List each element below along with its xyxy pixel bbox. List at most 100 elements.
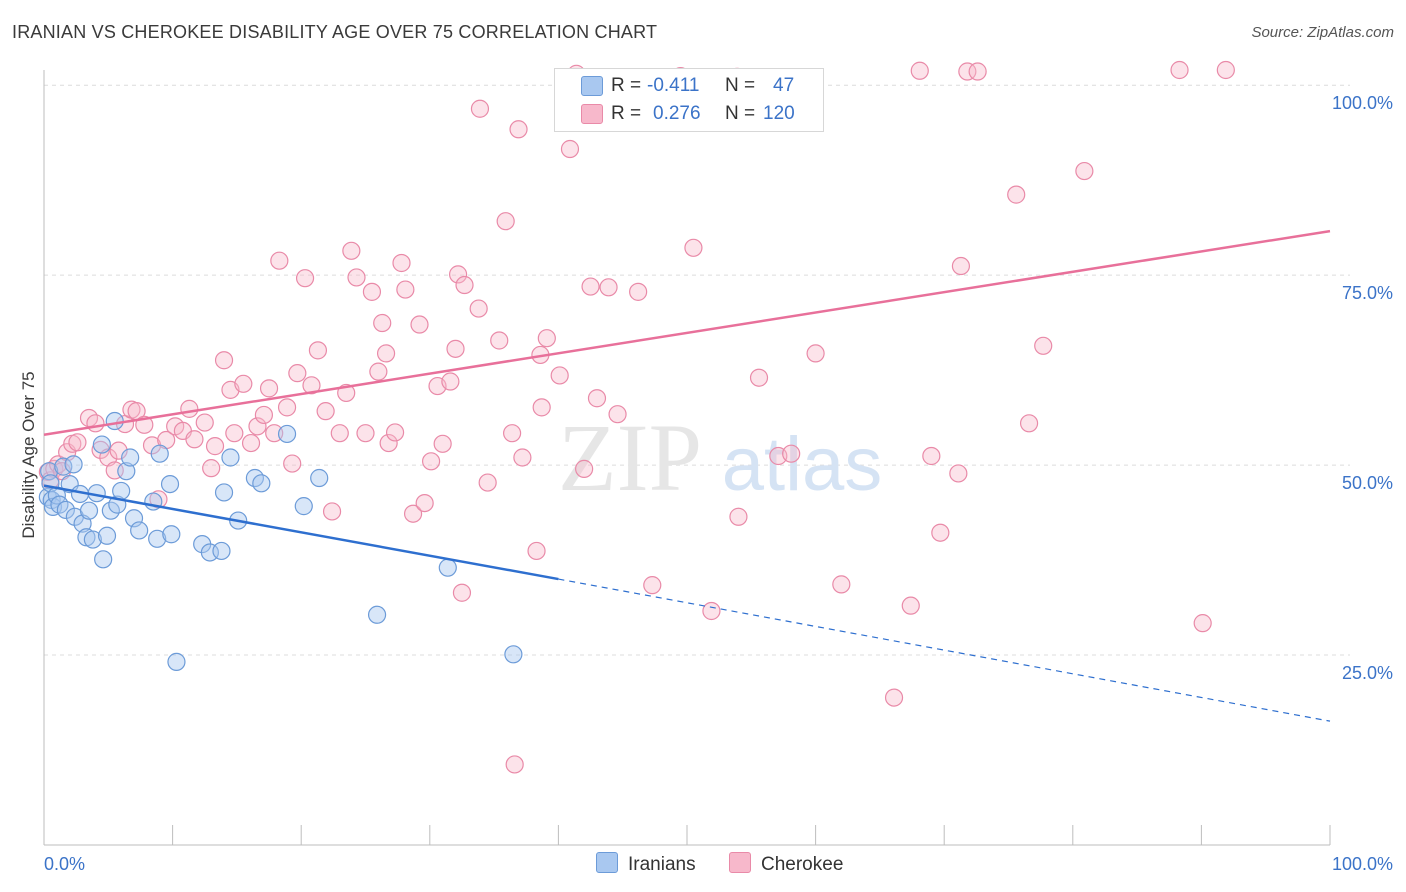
watermark: ZIP atlas (558, 404, 882, 511)
cherokee-point (342, 241, 361, 260)
cherokee-point (469, 299, 488, 318)
bottom-legend-iranians: Iranians (596, 852, 696, 876)
cherokee-point (599, 278, 618, 297)
cherokee-point (265, 424, 284, 443)
watermark-atlas: atlas (722, 422, 883, 507)
legend-swatch-iranians (581, 76, 603, 96)
legend-swatch-cherokee (581, 104, 603, 124)
cherokee-point (496, 212, 515, 231)
bottom-legend-cherokee-label: Cherokee (761, 854, 844, 875)
cherokee-point (1007, 185, 1026, 204)
cherokee-point (225, 424, 244, 443)
cherokee-point (379, 433, 398, 453)
cherokee-point (806, 344, 825, 363)
iranians-point (310, 468, 329, 488)
legend-r-value: 0.276 (653, 103, 701, 124)
bottom-swatch-cherokee (729, 852, 751, 873)
cherokee-point (702, 601, 721, 621)
cherokee-point (478, 473, 497, 492)
iranians-point (105, 411, 124, 431)
cherokee-point (356, 424, 375, 443)
iranians-point (504, 645, 523, 664)
bottom-legend-iranians-label: Iranians (628, 854, 696, 875)
iranians-point (64, 455, 83, 474)
grid-lines (44, 84, 1350, 656)
cherokee-point (283, 454, 302, 473)
cherokee-point (958, 62, 977, 81)
cherokee-point (550, 366, 569, 385)
cherokee-point (901, 596, 920, 615)
cherokee-point (832, 575, 851, 594)
legend-n-label: N = (725, 103, 756, 124)
cherokee-point (270, 251, 289, 270)
iranians-point (277, 424, 297, 444)
cherokee-point (490, 331, 509, 350)
cherokee-point (316, 402, 335, 421)
y-tick-label: 75.0% (1342, 283, 1393, 303)
cherokee-point (214, 351, 234, 370)
cherokee-point (385, 423, 405, 442)
cherokee-point (629, 282, 648, 301)
iranians-point (92, 435, 111, 454)
chart-title: IRANIAN VS CHEROKEE DISABILITY AGE OVER … (12, 22, 658, 42)
cherokee-point (259, 379, 279, 398)
watermark-zip: ZIP (558, 404, 702, 511)
cherokee-point (884, 688, 904, 707)
cherokee-point (581, 277, 600, 296)
iranians-point (56, 500, 75, 520)
iranians-points (38, 411, 523, 671)
iranians-trend-extrapolation (558, 578, 1331, 722)
iranians-trend-line (43, 484, 559, 581)
cherokee-point (322, 502, 342, 521)
cherokee-point (433, 434, 452, 453)
iranians-point (214, 483, 234, 502)
cherokee-point (392, 253, 411, 273)
cherokee-point (951, 256, 971, 276)
cherokee-point (403, 504, 423, 523)
cherokee-point (1216, 60, 1235, 80)
cherokee-point (421, 452, 441, 471)
cherokee-point (205, 437, 225, 456)
cherokee-point (503, 424, 522, 443)
cherokee-point (537, 329, 556, 348)
cherokee-point (277, 398, 297, 417)
iranians-point (79, 501, 99, 520)
trend-lines (43, 229, 1331, 722)
cherokee-point (587, 389, 607, 408)
cherokee-point (749, 368, 769, 387)
cherokee-point (446, 339, 465, 358)
cherokee-point (560, 139, 580, 159)
cherokee-point (575, 459, 594, 478)
cherokee-point (396, 280, 415, 299)
cherokee-point (234, 374, 253, 393)
cherokee-point (922, 446, 941, 466)
legend-n-value: 120 (763, 103, 795, 124)
y-tick-label: 50.0% (1342, 473, 1393, 493)
cherokee-point (369, 362, 388, 381)
cherokee-point (910, 61, 929, 80)
legend-n-value: 47 (773, 75, 795, 96)
iranians-point (162, 525, 181, 544)
cherokee-point (410, 315, 429, 334)
iranians-point (130, 521, 149, 540)
cherokee-point (362, 282, 382, 301)
source-label: Source: ZipAtlas.com (1251, 24, 1394, 41)
iranians-point (160, 474, 180, 494)
cherokee-point (643, 576, 662, 595)
cherokee-point (347, 268, 366, 287)
cherokee-point (1075, 161, 1094, 181)
cherokee-point (608, 405, 627, 424)
iranians-point (367, 605, 387, 624)
iranians-point (117, 462, 136, 481)
cherokee-point (254, 405, 274, 425)
cherokee-point (729, 507, 748, 526)
cherokee-point (527, 541, 546, 561)
cherokee-point (513, 448, 532, 467)
cherokee-point (509, 120, 528, 139)
iranians-point (150, 444, 169, 463)
cherokee-point (532, 398, 551, 417)
iranians-point (294, 497, 313, 516)
cherokee-point (68, 433, 87, 452)
iranians-point (438, 558, 457, 577)
cherokee-point (295, 269, 315, 288)
